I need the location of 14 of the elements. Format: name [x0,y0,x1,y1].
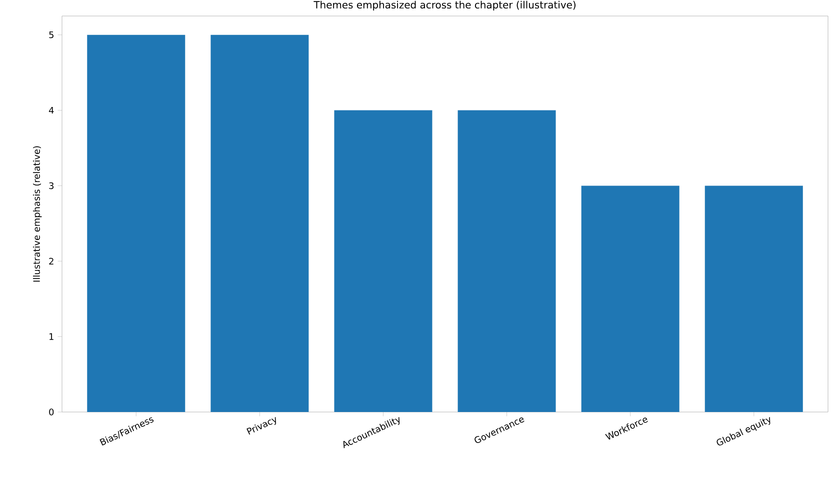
y-axis-title: Illustrative emphasis (relative) [33,146,42,282]
bar [87,34,186,412]
bar [581,186,680,412]
y-tick-label: 0 [49,408,54,416]
bar [458,110,556,412]
chart-title: Themes emphasized across the chapter (illustrative) [314,0,576,10]
y-tick-label: 1 [50,333,54,340]
bar [334,110,432,412]
y-tick-label: 2 [49,258,54,264]
y-tick-label: 5 [49,32,54,38]
bar [704,186,803,412]
y-tick-label: 3 [49,182,54,190]
bar [210,34,309,412]
y-tick-label: 4 [48,107,54,114]
